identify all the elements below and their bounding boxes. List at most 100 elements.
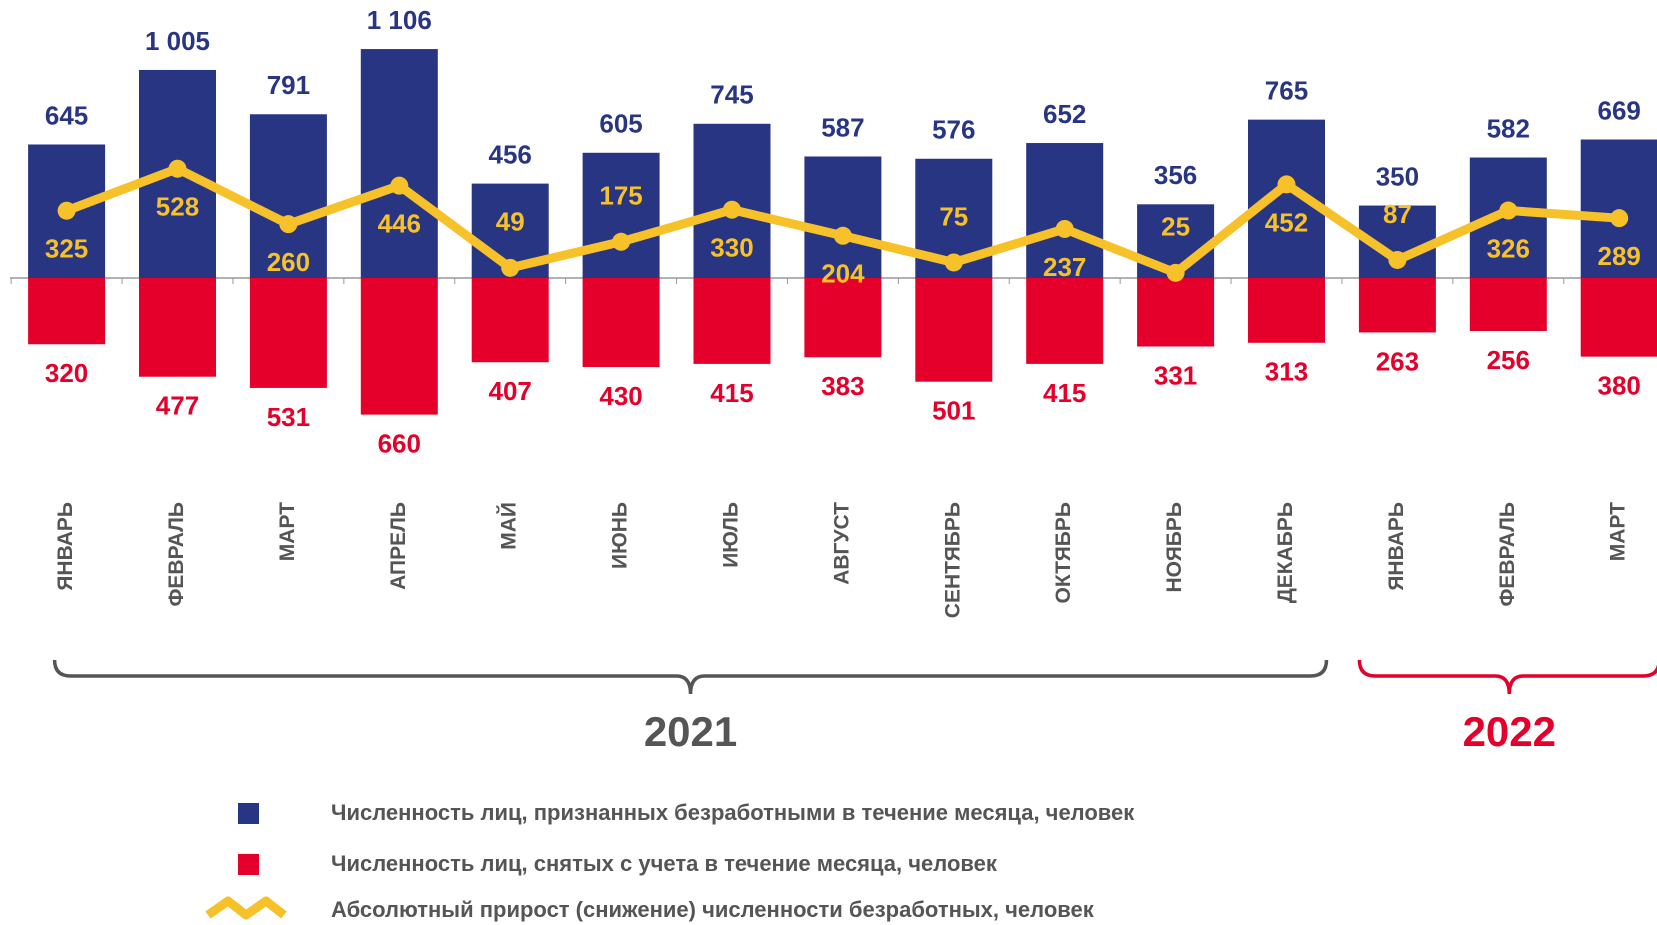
- line-point: [1277, 175, 1296, 194]
- legend-swatch: [238, 854, 259, 875]
- line-point: [944, 253, 963, 272]
- value-label: 407: [489, 376, 532, 406]
- bar: [582, 152, 660, 278]
- bar: [915, 278, 993, 382]
- value-label: 256: [1487, 345, 1530, 375]
- legend-swatch: [205, 896, 287, 920]
- bar: [582, 278, 660, 368]
- line-point: [57, 201, 76, 220]
- x-tick-label: МАРТ: [276, 502, 299, 561]
- value-label: 331: [1154, 360, 1197, 390]
- value-label: 175: [599, 181, 642, 211]
- value-label: 415: [710, 378, 753, 408]
- x-tick-label: ОКТЯБРЬ: [1052, 502, 1075, 604]
- value-label: 25: [1161, 212, 1190, 242]
- x-tick-label: ФЕВРАЛЬ: [1496, 502, 1519, 607]
- value-label: 330: [710, 233, 753, 263]
- value-label: 501: [932, 396, 975, 426]
- line-point: [1388, 250, 1407, 269]
- value-label: 576: [932, 115, 975, 145]
- value-label: 528: [156, 192, 199, 222]
- line-point: [833, 226, 852, 245]
- group-brace: [52, 659, 1329, 695]
- value-label: 49: [496, 207, 525, 237]
- value-label: 645: [45, 100, 88, 130]
- bar: [249, 278, 327, 388]
- value-label: 1 106: [367, 5, 432, 35]
- x-tick-label: АВГУСТ: [830, 502, 853, 585]
- legend-label: Численность лиц, признанных безработными…: [331, 800, 1135, 825]
- value-label: 582: [1487, 113, 1530, 143]
- value-label: 380: [1598, 371, 1641, 401]
- bar: [360, 49, 438, 278]
- line-point: [612, 232, 631, 251]
- value-label: 260: [267, 247, 310, 277]
- value-label: 765: [1265, 76, 1308, 106]
- x-tick-label: СЕНТЯБРЬ: [941, 502, 964, 618]
- legend-swatch: [238, 803, 259, 824]
- value-label: 605: [599, 109, 642, 139]
- bar: [1248, 278, 1325, 343]
- x-tick-label: МАЙ: [497, 502, 521, 550]
- x-tick-label: ЯНВАРЬ: [54, 502, 77, 591]
- bar: [139, 278, 216, 377]
- value-label: 1 005: [145, 26, 210, 56]
- value-label: 383: [821, 371, 864, 401]
- value-label: 446: [378, 209, 421, 239]
- line-point: [390, 176, 409, 195]
- bar: [1469, 278, 1547, 331]
- value-label: 87: [1383, 199, 1412, 229]
- group-label: 2021: [644, 708, 737, 755]
- bar: [28, 278, 106, 345]
- line-point: [723, 200, 741, 219]
- value-label: 452: [1265, 207, 1308, 237]
- line-point: [279, 215, 298, 234]
- line-point: [1610, 209, 1629, 228]
- bar: [1026, 143, 1104, 278]
- bar: [693, 278, 771, 364]
- legend-label: Численность лиц, снятых с учета в течени…: [331, 851, 998, 876]
- value-label: 660: [378, 428, 421, 458]
- x-tick-label: НОЯБРЬ: [1163, 502, 1186, 593]
- group-brace: [1357, 659, 1657, 695]
- value-label: 587: [821, 112, 864, 142]
- value-label: 456: [489, 139, 532, 169]
- value-label: 356: [1154, 160, 1197, 190]
- value-label: 669: [1598, 95, 1641, 125]
- value-label: 531: [267, 402, 310, 432]
- bar: [1026, 278, 1104, 364]
- x-tick-label: ФЕВРАЛЬ: [165, 502, 188, 607]
- bar: [1358, 278, 1436, 333]
- line-point: [1166, 263, 1185, 282]
- value-label: 313: [1265, 357, 1308, 387]
- line-point: [1055, 219, 1074, 238]
- legend-label: Абсолютный прирост (снижение) численност…: [331, 897, 1095, 922]
- value-label: 204: [821, 259, 865, 289]
- value-label: 320: [45, 358, 88, 388]
- value-label: 75: [939, 201, 968, 231]
- bar: [804, 278, 882, 358]
- value-label: 415: [1043, 378, 1086, 408]
- x-tick-label: МАРТ: [1607, 502, 1630, 561]
- value-label: 791: [267, 70, 310, 100]
- x-tick-label: ЯНВАРЬ: [1385, 502, 1408, 591]
- bar: [360, 278, 438, 415]
- value-label: 325: [45, 234, 88, 264]
- x-tick-label: ИЮЛЬ: [720, 502, 743, 568]
- value-label: 263: [1376, 346, 1419, 376]
- x-tick-label: ИЮНЬ: [609, 502, 632, 569]
- value-label: 430: [599, 381, 642, 411]
- value-label: 745: [710, 80, 753, 110]
- group-label: 2022: [1463, 708, 1556, 755]
- line-point: [1499, 201, 1518, 220]
- line-point: [168, 159, 187, 178]
- value-label: 350: [1376, 161, 1419, 191]
- bar: [471, 278, 549, 363]
- x-tick-label: ДЕКАБРЬ: [1274, 502, 1297, 603]
- value-label: 477: [156, 391, 199, 421]
- value-label: 237: [1043, 252, 1086, 282]
- bar: [1580, 278, 1657, 357]
- bar: [249, 114, 327, 278]
